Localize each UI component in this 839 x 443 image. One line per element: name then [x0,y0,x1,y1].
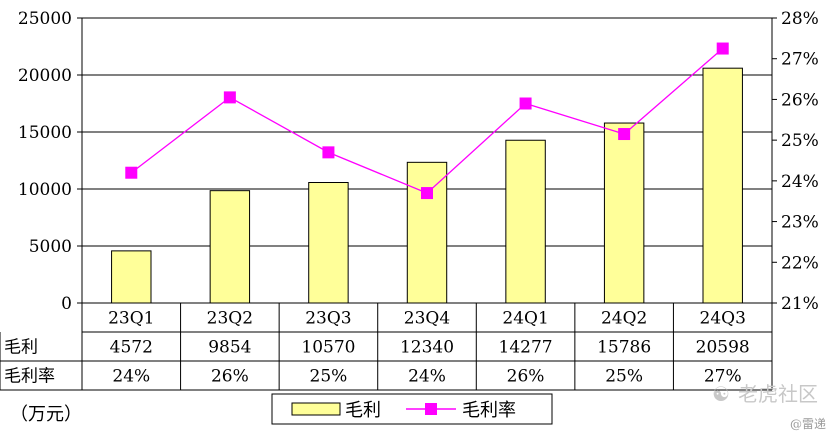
table-row-label: 毛利 [4,338,38,358]
table-cell: 12340 [400,338,454,358]
table-cell: 9854 [208,338,251,358]
table-cell: 14277 [499,338,553,358]
marker-23Q1 [125,166,138,179]
bar-series-gross-profit [111,67,743,304]
marker-23Q4 [421,187,433,200]
category-label: 24Q3 [700,309,746,329]
legend-label-gross-profit: 毛利 [345,400,381,421]
table-cell: 25% [605,367,643,387]
table-cell: 25% [310,367,348,387]
left-axis-ticks: 0 5000 10000 15000 20000 25000 [18,9,82,314]
table-cell: 26% [507,367,545,387]
marker-24Q3 [716,42,729,55]
category-label: 23Q1 [108,309,154,329]
table-cell: 15786 [597,338,651,358]
bar-23Q4 [406,161,448,304]
table-cell: 10570 [301,338,355,358]
left-tick-label: 15000 [18,123,72,143]
watermark-logo-icon: ☯ [712,382,730,406]
table-cell: 24% [408,367,446,387]
data-table: 23Q1 23Q2 23Q3 23Q4 24Q1 24Q2 24Q3 毛利 4572 9854 10… [4,309,750,387]
right-tick-label: 24% [781,172,819,192]
bar-23Q3 [308,182,349,304]
watermark: ☯ 老虎社区 @雷递 [712,382,826,431]
table-cell: 26% [211,367,249,387]
category-label: 23Q3 [305,309,351,329]
marker-24Q2 [618,128,631,141]
table-row-label: 毛利率 [4,367,55,387]
right-tick-label: 21% [781,294,819,314]
left-tick-label: 0 [61,294,72,314]
right-tick-label: 28% [781,9,819,29]
right-tick-label: 22% [781,253,819,273]
marker-23Q3 [322,146,335,159]
right-tick-label: 27% [781,50,819,70]
category-label: 24Q2 [601,309,647,329]
right-tick-label: 26% [781,90,819,110]
left-tick-label: 5000 [29,237,72,257]
right-axis-ticks: 21% 22% 23% 24% 25% 26% 27% 28% [772,9,819,314]
category-label: 23Q4 [404,309,450,329]
left-tick-label: 25000 [18,9,72,29]
left-tick-label: 20000 [18,66,72,86]
right-tick-label: 23% [781,213,819,233]
right-tick-label: 25% [781,131,819,151]
bar-23Q2 [209,190,251,304]
left-tick-label: 10000 [18,180,72,200]
category-label: 23Q2 [207,309,253,329]
table-cell: 20598 [696,338,750,358]
category-label: 24Q1 [502,309,548,329]
marker-24Q1 [519,97,532,110]
legend: 毛利 毛利率 [271,393,553,425]
line-series-gross-margin [125,42,729,200]
bar-24Q2 [603,122,645,304]
bar-23Q1 [111,250,152,304]
legend-label-gross-margin: 毛利率 [462,400,516,421]
plot-frame [0,17,773,391]
legend-bar-swatch [291,402,341,416]
table-cell: 4572 [110,338,153,358]
table-cell: 24% [112,367,150,387]
table-cell: 27% [704,367,742,387]
marker-23Q2 [223,91,236,104]
bar-24Q1 [505,139,546,304]
bar-24Q3 [702,67,743,304]
watermark-sub: @雷递 [790,417,826,431]
legend-marker-swatch [425,403,437,415]
plot-border [81,17,773,304]
unit-label: （万元） [10,404,82,425]
watermark-text: 老虎社区 [738,382,818,406]
